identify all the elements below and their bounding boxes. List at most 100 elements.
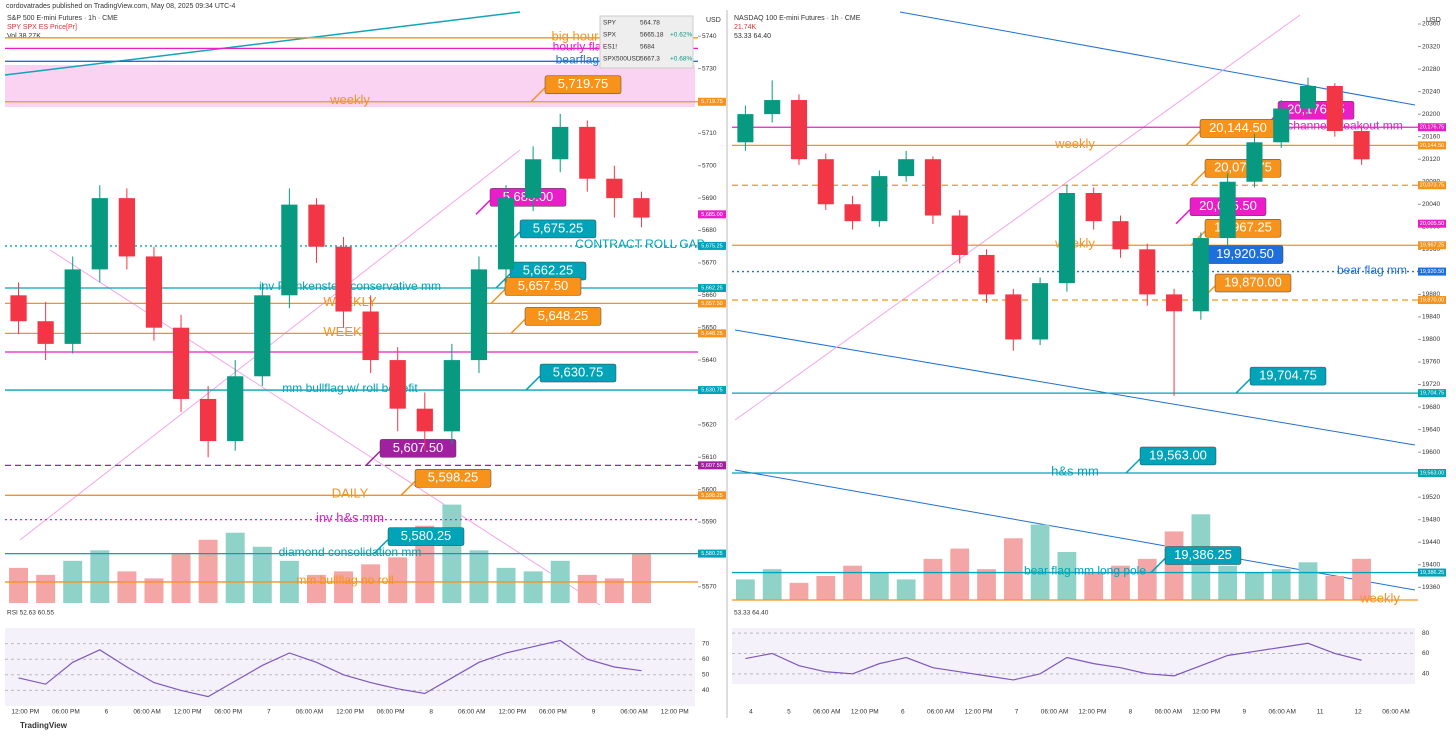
trend-line: [4, 11, 521, 76]
price-box-label: 20,144.50: [1209, 120, 1267, 135]
axis-chip: [698, 461, 726, 470]
y-tick-label: 5660: [702, 292, 717, 299]
candle-body: [91, 198, 108, 270]
callout: [400, 480, 416, 496]
axis-chip-label: 5,607.50: [701, 463, 722, 469]
level-text: weekly: [1359, 590, 1400, 605]
x-tick-label: 06:00 PM: [377, 709, 405, 716]
axis-chip: [698, 491, 726, 500]
level-text: h&s mm: [1051, 463, 1099, 478]
candle-body: [281, 204, 298, 296]
callout: [1235, 378, 1251, 394]
axis-chip-label: 20,176.75: [1420, 125, 1444, 131]
x-tick-label: 12:00 PM: [851, 709, 879, 716]
axis-chip-label: 20,073.75: [1420, 183, 1444, 189]
currency: USD: [706, 17, 721, 24]
y-tick-label: 19480: [1422, 516, 1440, 523]
candle-body: [898, 159, 915, 177]
brand: TradingView: [20, 721, 68, 730]
candle-body: [1246, 142, 1263, 182]
axis-chip: [698, 299, 726, 308]
volume-bar: [523, 571, 543, 603]
volume-bar: [869, 572, 889, 600]
axis-chip-label: 5,630.75: [701, 387, 722, 393]
volume-bar: [117, 571, 137, 603]
x-tick-label: 06:00 AM: [927, 709, 954, 716]
callout: [1150, 558, 1166, 574]
candle-body: [227, 376, 244, 442]
rsi-tick-label: 60: [1422, 650, 1430, 657]
axis-chip-label: 5,598.25: [701, 493, 722, 499]
volume-bar: [1352, 558, 1371, 600]
price-box-label: 20,073.75: [1214, 160, 1272, 175]
y-tick-label: 5730: [702, 65, 717, 72]
x-tick-label: 06:00 AM: [1155, 709, 1182, 716]
candle-body: [525, 159, 542, 199]
level-text: bear flag mm: [1337, 263, 1407, 277]
y-tick-label: 20160: [1422, 133, 1440, 140]
x-tick-label: 06:00 AM: [1041, 709, 1068, 716]
axis-chip-label: 20,005.50: [1420, 221, 1444, 227]
x-tick-label: 06:00 PM: [539, 709, 567, 716]
volume-bar: [1111, 565, 1130, 600]
rsi-tick-label: 80: [1422, 630, 1430, 637]
axis-chip-label: 5,719.75: [701, 99, 722, 105]
candle-body: [633, 198, 650, 218]
watchlist-panel: [599, 15, 694, 69]
callout: [525, 375, 541, 391]
chart-title: S&P 500 E-mini Futures · 1h · CME: [7, 15, 118, 22]
candle-body: [1219, 181, 1236, 239]
candle-body: [389, 360, 406, 409]
candle-body: [1192, 238, 1209, 312]
price-box: [519, 219, 597, 239]
price-box-label: 5,630.75: [553, 364, 604, 379]
y-tick-label: 19840: [1422, 314, 1440, 321]
axis-chip-label: 5,662.25: [701, 285, 722, 291]
axis-chip: [1418, 241, 1446, 250]
volume-bar: [334, 571, 354, 603]
volume-bar: [923, 558, 943, 600]
candle-body: [1112, 221, 1129, 250]
y-tick-label: 19680: [1422, 404, 1440, 411]
volume-bar: [789, 582, 809, 600]
volume-bar: [1245, 572, 1264, 600]
candle-body: [308, 204, 325, 247]
watchlist-price: 5684: [640, 44, 655, 51]
price-box-label: 19,920.50: [1216, 246, 1274, 261]
axis-chip: [1418, 141, 1446, 150]
candle-body: [1353, 131, 1370, 160]
y-tick-label: 19360: [1422, 584, 1440, 591]
volume-bar: [1298, 562, 1318, 600]
level-text: bear flag mm long pole: [1024, 564, 1146, 578]
currency: USD: [1426, 17, 1441, 24]
candle-body: [1166, 294, 1183, 312]
candle-body: [871, 176, 888, 222]
rsi-line: [18, 639, 642, 698]
x-tick-label: 9: [592, 709, 596, 716]
candle-body: [497, 198, 515, 270]
price-box: [387, 527, 465, 546]
watchlist-change: +0.68%: [670, 56, 692, 63]
x-tick-label: 06:00 AM: [296, 709, 323, 716]
axis-chip: [698, 210, 726, 219]
axis-chip: [698, 386, 726, 395]
price-box-label: 5,675.25: [533, 220, 584, 235]
x-tick-label: 6: [901, 709, 905, 716]
level-text: diamond consolidation mm: [279, 545, 422, 559]
price-box: [504, 277, 582, 296]
candle-body: [978, 254, 995, 295]
level-text: CONTRACT ROLL GAP: [575, 237, 704, 251]
trend-line: [734, 14, 1301, 421]
volume-bar: [171, 553, 191, 603]
level-text: DAILY: [332, 486, 369, 501]
volume-label: Vol 38.27K: [7, 33, 41, 40]
price-box-label: 5,657.50: [518, 278, 569, 293]
volume-bar: [1137, 558, 1157, 600]
candle-body: [579, 126, 596, 179]
watchlist-price: 564.78: [640, 20, 660, 27]
volume-bar: [1030, 524, 1050, 600]
volume-bar: [144, 578, 164, 603]
price-box-label: 5,607.50: [393, 440, 444, 455]
price-box: [1139, 446, 1217, 466]
